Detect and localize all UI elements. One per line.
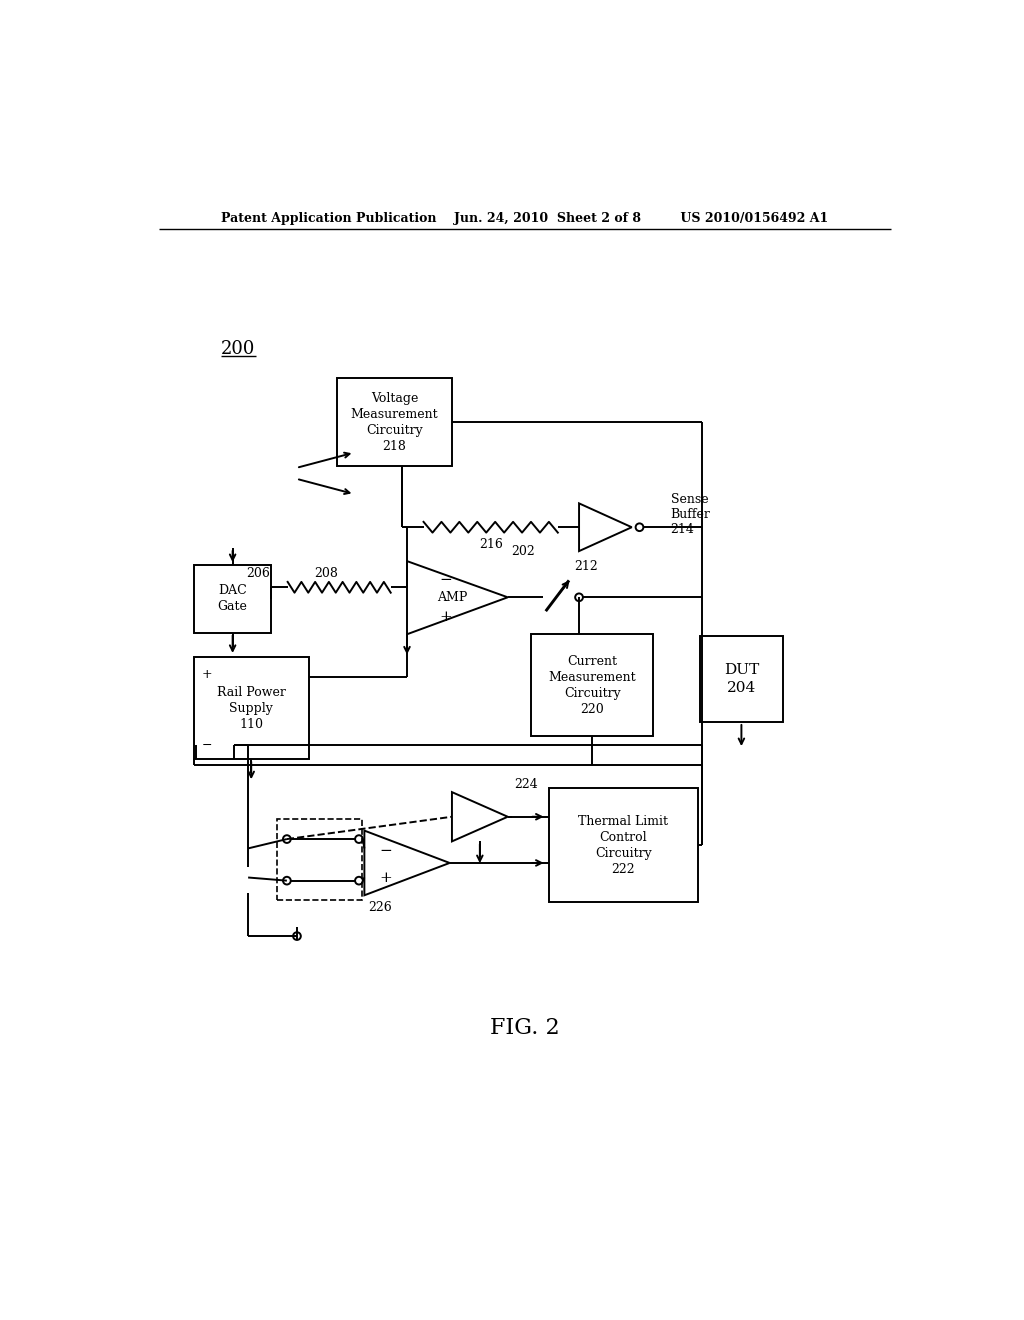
Bar — [276, 818, 362, 900]
Text: Sense
Buffer
214: Sense Buffer 214 — [671, 494, 711, 536]
Text: 208: 208 — [314, 566, 338, 579]
Bar — [700, 636, 783, 722]
Text: −: − — [439, 573, 452, 587]
Text: Thermal Limit
Control
Circuitry
222: Thermal Limit Control Circuitry 222 — [579, 814, 669, 875]
Text: −: − — [202, 739, 212, 751]
Text: 206: 206 — [246, 566, 270, 579]
Text: Rail Power
Supply
110: Rail Power Supply 110 — [217, 685, 286, 731]
Text: +: + — [439, 610, 452, 624]
Bar — [337, 378, 452, 466]
Bar — [194, 565, 271, 632]
Text: FIG. 2: FIG. 2 — [490, 1018, 559, 1040]
Text: Voltage
Measurement
Circuitry
218: Voltage Measurement Circuitry 218 — [351, 392, 438, 453]
Text: 224: 224 — [514, 777, 538, 791]
Text: 226: 226 — [369, 902, 392, 915]
Text: +: + — [202, 668, 212, 681]
Text: +: + — [380, 871, 392, 886]
Bar — [531, 635, 653, 737]
Text: Patent Application Publication    Jun. 24, 2010  Sheet 2 of 8         US 2010/01: Patent Application Publication Jun. 24, … — [221, 213, 828, 224]
Text: 216: 216 — [479, 537, 503, 550]
Text: DAC
Gate: DAC Gate — [218, 585, 248, 614]
Text: Current
Measurement
Circuitry
220: Current Measurement Circuitry 220 — [549, 655, 636, 715]
Bar — [549, 788, 697, 903]
Text: DUT
204: DUT 204 — [724, 663, 759, 694]
Text: 212: 212 — [574, 560, 598, 573]
Text: −: − — [380, 843, 392, 858]
Text: 200: 200 — [221, 341, 255, 358]
Text: AMP: AMP — [437, 591, 468, 603]
Bar — [194, 657, 308, 759]
Text: 202: 202 — [512, 545, 536, 558]
